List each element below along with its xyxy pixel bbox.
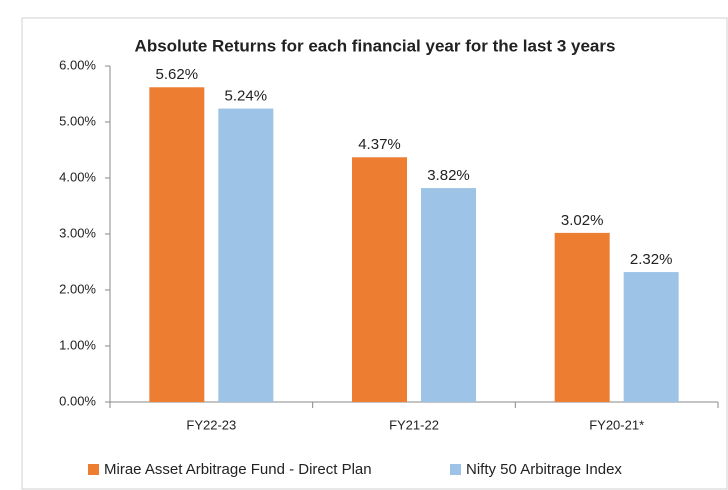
bar	[218, 108, 274, 402]
y-tick-label: 3.00%	[59, 225, 96, 240]
value-label: 4.37%	[358, 136, 401, 153]
y-tick-label: 1.00%	[59, 337, 96, 352]
value-label: 2.32%	[630, 251, 673, 268]
legend-swatch	[450, 464, 461, 475]
chart-title: Absolute Returns for each financial year…	[135, 36, 616, 55]
y-tick-label: 0.00%	[59, 393, 96, 408]
value-label: 5.24%	[225, 88, 268, 105]
bar	[623, 272, 679, 402]
bar	[554, 232, 610, 402]
y-tick-label: 4.00%	[59, 169, 96, 184]
y-tick-label: 5.00%	[59, 113, 96, 128]
y-tick-label: 2.00%	[59, 281, 96, 296]
bar	[149, 87, 205, 402]
bar	[421, 188, 476, 402]
legend-label: Mirae Asset Arbitrage Fund - Direct Plan	[104, 461, 372, 478]
value-label: 3.82%	[427, 167, 470, 184]
value-label: 3.02%	[561, 212, 604, 229]
legend-label: Nifty 50 Arbitrage Index	[466, 461, 622, 478]
legend-swatch	[88, 464, 99, 475]
y-tick-label: 6.00%	[59, 57, 96, 72]
bar	[352, 157, 407, 402]
x-tick-label: FY21-22	[389, 417, 439, 432]
x-tick-label: FY22-23	[186, 417, 236, 432]
x-tick-label: FY20-21*	[589, 417, 644, 432]
value-label: 5.62%	[156, 66, 199, 83]
